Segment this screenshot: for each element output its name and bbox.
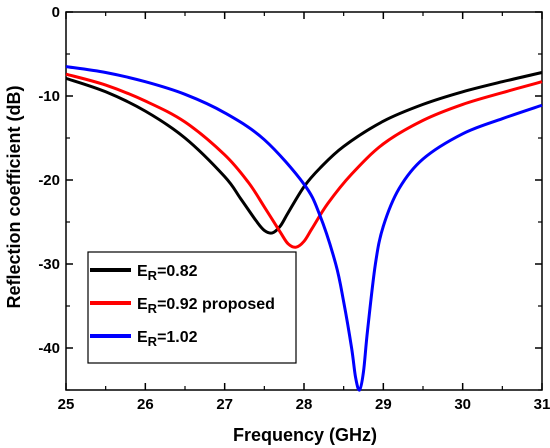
legend-label-3: ER=1.02 <box>137 329 198 349</box>
y-tick-label: -30 <box>38 256 60 273</box>
x-tick-label: 30 <box>454 396 471 413</box>
x-tick-label: 31 <box>534 396 550 413</box>
series-layer <box>65 65 543 392</box>
legend: ER=0.82 ER=0.92 proposed ER=1.02 <box>87 251 297 364</box>
y-tick-label: -20 <box>38 172 60 189</box>
x-tick-label: 26 <box>137 396 154 413</box>
series-line-3 <box>65 65 543 392</box>
x-tick-label: 28 <box>296 396 313 413</box>
y-tick-label: -40 <box>38 340 60 357</box>
x-axis-label: Frequency (GHz) <box>233 425 377 445</box>
y-axis-label: Reflection coefficient (dB) <box>4 85 24 308</box>
y-tick-label: -10 <box>38 88 60 105</box>
x-tick-label: 27 <box>216 396 233 413</box>
legend-label-2: ER=0.92 proposed <box>137 296 275 316</box>
series-line-2 <box>65 72 543 249</box>
legend-label-1: ER=0.82 <box>137 263 198 283</box>
chart-axes: 25 26 27 28 29 30 31 0 -10 -20 -30 -40 <box>38 4 550 413</box>
y-tick-label: 0 <box>52 4 60 21</box>
x-tick-label: 29 <box>375 396 392 413</box>
x-tick-label: 25 <box>58 396 75 413</box>
series-line-1 <box>65 71 543 235</box>
